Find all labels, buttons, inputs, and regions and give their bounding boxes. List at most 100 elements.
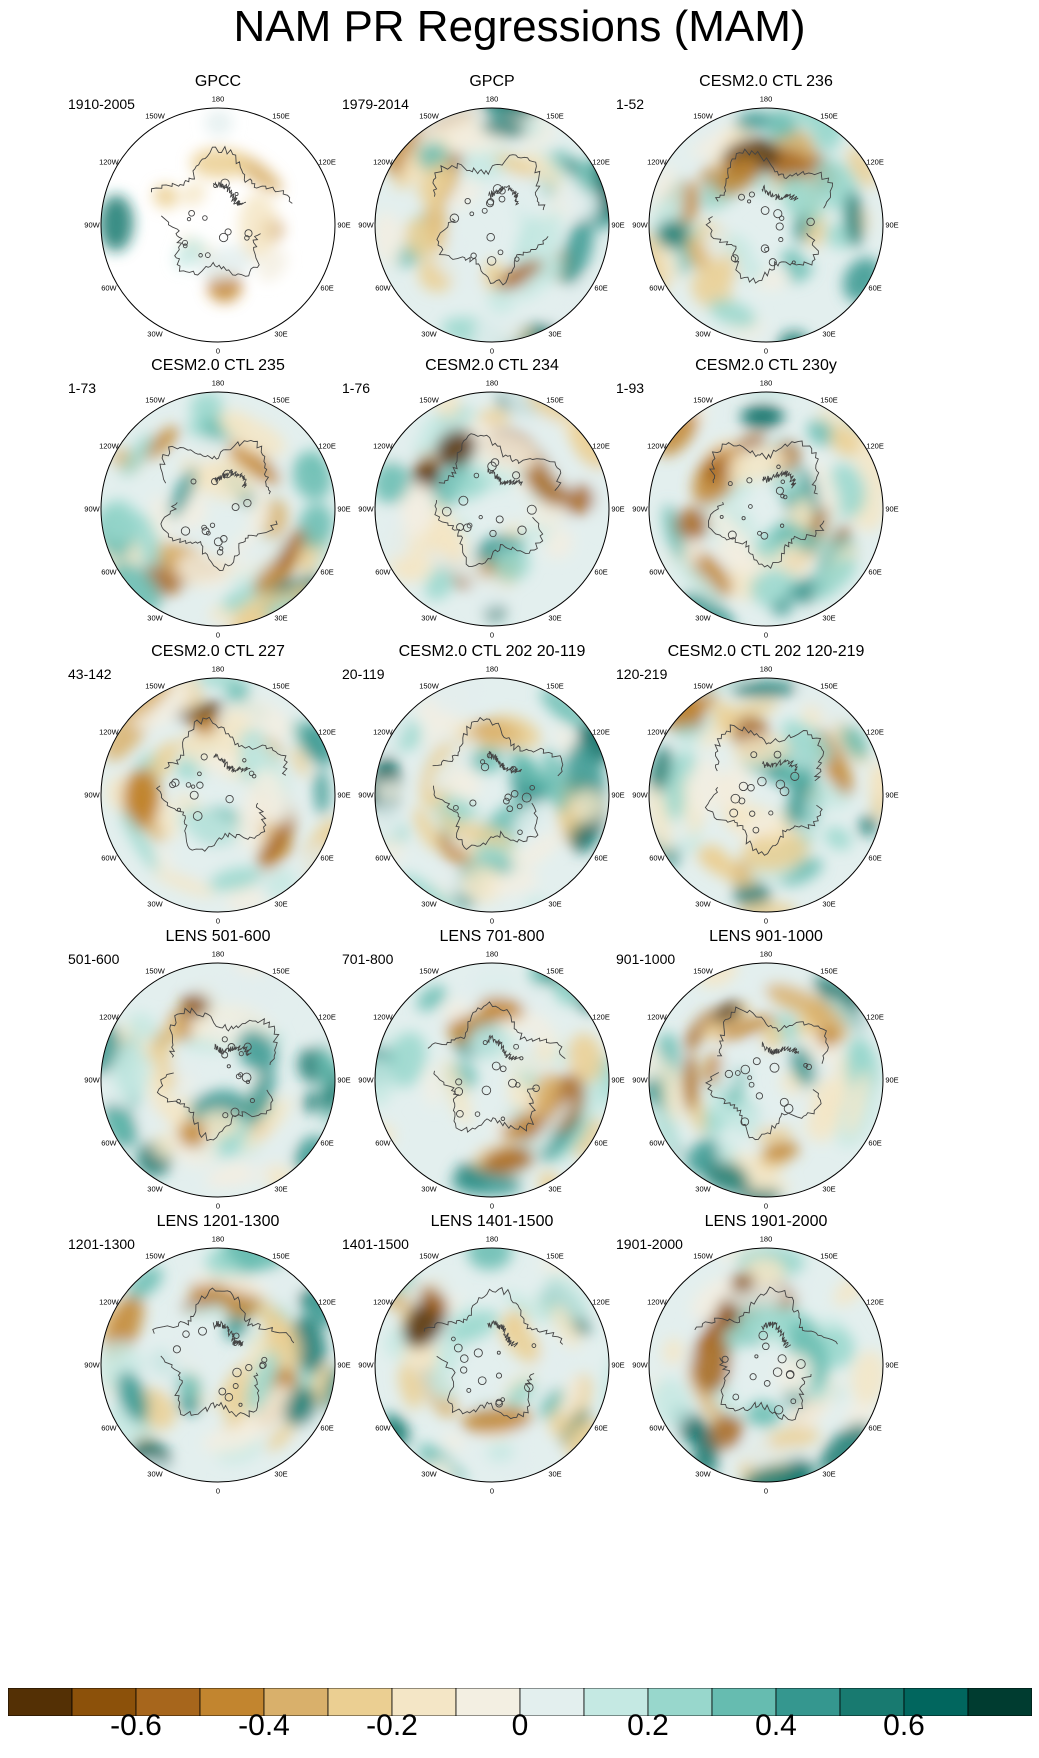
precip-field — [375, 963, 609, 1197]
precip-anomaly-cell — [771, 599, 793, 616]
longitude-label: 120E — [318, 1298, 336, 1307]
precip-anomaly-cell — [425, 549, 485, 588]
precip-anomaly-cell — [549, 277, 595, 325]
precip-anomaly-cell — [797, 529, 818, 552]
panel-title: LENS 1201-1300 — [156, 1213, 280, 1230]
precip-anomaly-cell — [472, 315, 521, 342]
precip-anomaly-cell — [851, 1350, 883, 1405]
precip-anomaly-cell — [418, 409, 479, 445]
panel-period: 1910-2005 — [68, 96, 135, 112]
precip-anomaly-cell — [685, 236, 707, 272]
longitude-label: 90E — [337, 791, 350, 800]
longitude-label: 150E — [272, 681, 290, 690]
map-boundary — [100, 107, 336, 343]
precip-anomaly-cell — [544, 528, 573, 559]
precip-anomaly-cell — [445, 1009, 507, 1032]
longitude-label: 90W — [632, 505, 648, 514]
precip-field — [101, 678, 335, 912]
longitude-label: 0 — [490, 917, 494, 926]
precip-anomaly-cell — [777, 857, 823, 886]
precip-anomaly-cell — [180, 992, 210, 1018]
longitude-label: 150W — [145, 111, 166, 120]
precip-field — [101, 108, 335, 342]
precip-anomaly-cell — [421, 713, 458, 744]
longitude-label: 150W — [419, 395, 440, 404]
precip-anomaly-cell — [168, 1057, 204, 1081]
precip-anomaly-cell — [215, 1273, 269, 1298]
longitude-label: 30W — [695, 614, 711, 623]
precip-anomaly-cell — [543, 748, 568, 813]
precip-field — [649, 1248, 883, 1482]
precip-anomaly-cell — [468, 725, 515, 742]
precip-anomaly-cell — [400, 481, 435, 533]
precip-anomaly-cell — [807, 419, 836, 446]
precip-anomaly-cell — [519, 988, 547, 1020]
map-boundary — [374, 391, 610, 627]
longitude-label: 120E — [318, 442, 336, 451]
precip-anomaly-cell — [830, 426, 860, 457]
precip-anomaly-cell — [402, 1340, 436, 1369]
longitude-label: 90W — [84, 505, 100, 514]
longitude-label: 180 — [212, 95, 225, 104]
precip-anomaly-cell — [741, 1433, 773, 1469]
panel-title: CESM2.0 CTL 230y — [695, 357, 837, 374]
longitude-label: 0 — [216, 917, 220, 926]
precip-anomaly-cell — [197, 678, 241, 687]
precip-anomaly-cell — [691, 1330, 731, 1394]
longitude-label: 150E — [820, 395, 838, 404]
precip-anomaly-cell — [530, 1099, 573, 1153]
longitude-label: 150W — [693, 111, 714, 120]
colorbar-swatch — [263, 1688, 329, 1716]
longitude-label: 90W — [358, 1076, 374, 1085]
precip-anomaly-cell — [495, 1102, 517, 1124]
precip-anomaly-cell — [228, 442, 280, 485]
precip-anomaly-cell — [222, 415, 286, 457]
precip-anomaly-cell — [461, 1405, 532, 1434]
map-panel: CESM2.0 CTL 236 1-52 180 150E 120E 90E 60E 30E 0… — [616, 72, 916, 392]
precip-anomaly-cell — [496, 259, 544, 291]
longitude-label: 150W — [419, 966, 440, 975]
longitude-label: 30W — [421, 1470, 437, 1479]
longitude-label: 60E — [868, 854, 881, 863]
longitude-label: 60W — [649, 284, 665, 293]
precip-anomaly-cell — [433, 500, 449, 539]
longitude-label: 0 — [764, 917, 768, 926]
precip-anomaly-cell — [146, 820, 164, 843]
longitude-label: 30W — [147, 900, 163, 909]
longitude-label: 30W — [695, 1470, 711, 1479]
map-panel: LENS 1401-1500 1401-1500 180 150E 120E 90E 60E… — [342, 1212, 642, 1532]
map-boundary — [374, 107, 610, 343]
precip-anomaly-cell — [153, 849, 173, 869]
precip-anomaly-cell — [708, 299, 757, 328]
panel-period: 1-93 — [616, 380, 645, 396]
precip-field — [649, 108, 883, 342]
panel-title: CESM2.0 CTL 202 120-219 — [667, 643, 865, 660]
precip-anomaly-cell — [241, 699, 292, 739]
precip-anomaly-cell — [781, 720, 833, 764]
precip-anomaly-cell — [195, 753, 239, 774]
precip-anomaly-cell — [256, 820, 295, 865]
longitude-label: 60E — [594, 568, 607, 577]
precip-anomaly-cell — [146, 1019, 180, 1064]
map-panel: LENS 701-800 701-800 180 150E 120E 90E 60E 30E 0… — [342, 927, 642, 1247]
coastlines — [427, 1001, 566, 1133]
map-boundary — [648, 962, 884, 1198]
longitude-label: 150W — [693, 681, 714, 690]
map-boundary — [648, 677, 884, 913]
precip-anomaly-cell — [266, 1421, 299, 1452]
longitude-label: 150W — [693, 966, 714, 975]
longitude-label: 120W — [373, 1298, 394, 1307]
precip-anomaly-cell — [190, 147, 249, 179]
precip-anomaly-cell — [127, 1266, 163, 1299]
longitude-label: 60W — [101, 1424, 117, 1433]
precip-anomaly-cell — [446, 796, 468, 826]
colorbar-tick-label: -0.6 — [110, 1709, 162, 1742]
colorbar-tick-label: 0 — [511, 1709, 529, 1742]
precip-anomaly-cell — [390, 422, 424, 463]
precip-anomaly-cell — [420, 1286, 448, 1316]
polar-map: 180 150E 120E 90E 60E 30E 0 30W 60W 90W 120W 150W — [84, 665, 350, 926]
longitude-label: 120W — [647, 158, 668, 167]
precip-anomaly-cell — [143, 1349, 161, 1376]
precip-anomaly-cell — [153, 184, 179, 209]
longitude-label: 30E — [822, 1470, 835, 1479]
